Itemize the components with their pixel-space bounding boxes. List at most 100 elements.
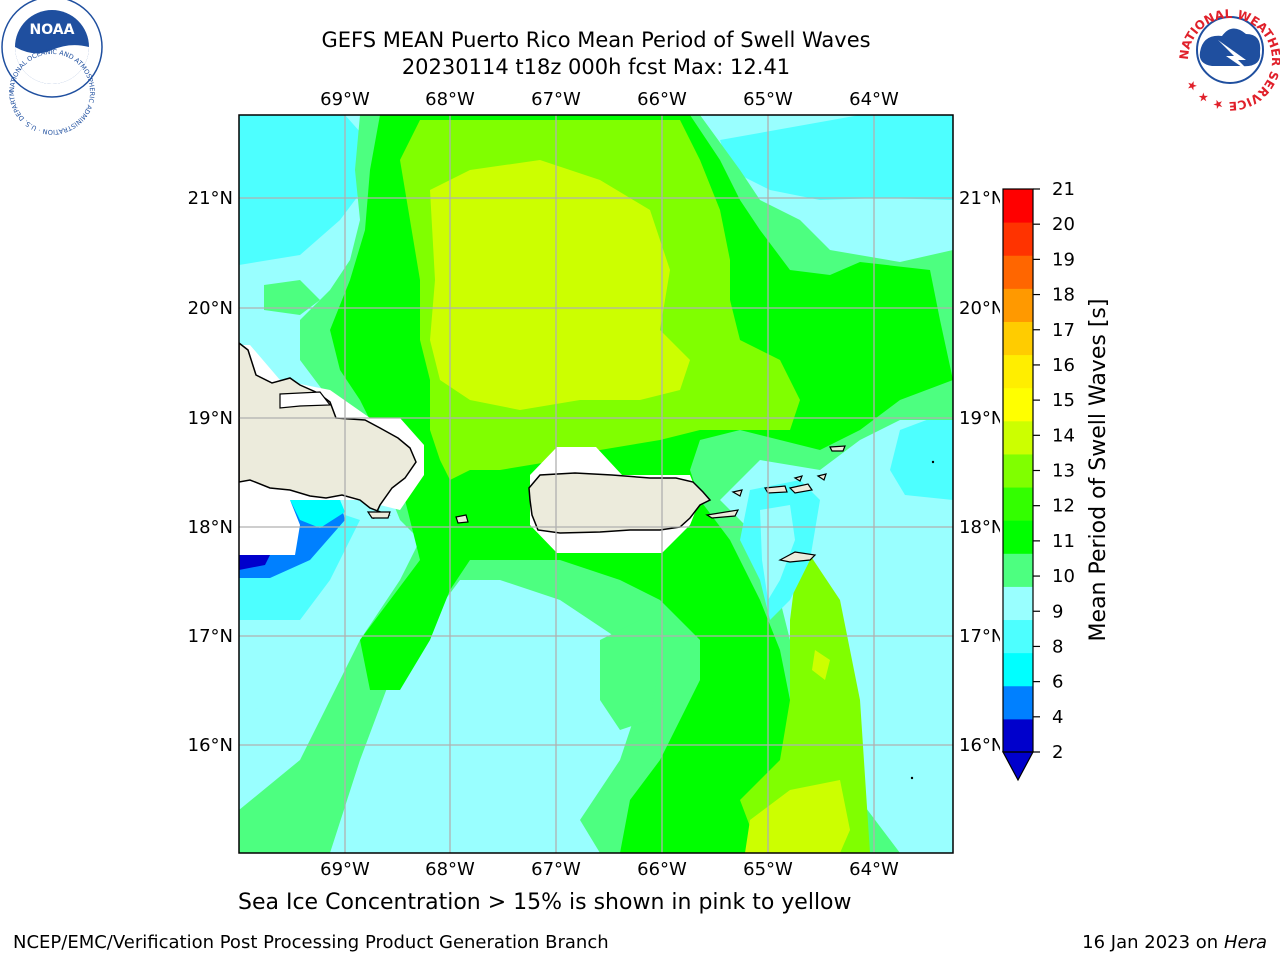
colorbar-under-arrow: [1001, 751, 1035, 782]
field-13-12s: [812, 650, 830, 680]
graticule: [239, 115, 953, 853]
colorbar-swatch: [1003, 718, 1033, 753]
colorbar-tick-label: 2: [1052, 742, 1063, 763]
colorbar-swatch: [1003, 652, 1033, 687]
colorbar-tick-label: 21: [1052, 179, 1075, 200]
lat-label: 18°N: [188, 517, 233, 538]
colorbar-swatch: [1003, 520, 1033, 554]
colorbar-swatch: [1003, 685, 1033, 720]
credit-text: NCEP/EMC/Verification Post Processing Pr…: [13, 932, 609, 953]
lon-label: 66°W: [637, 89, 687, 110]
anegada-island: [829, 445, 846, 452]
field-8-6s: [239, 115, 385, 265]
colorbar-swatch: [1003, 387, 1033, 422]
lon-labels-bottom: 69°W 68°W 67°W 66°W 65°W 64°W: [320, 859, 899, 880]
lon-label: 68°W: [425, 859, 475, 880]
st-croix-island: [778, 551, 817, 563]
virgin-gorda-island: [816, 473, 827, 481]
lat-label: 21°N: [959, 188, 1004, 209]
colorbar-tick-label: 20: [1052, 214, 1075, 235]
hispaniola-land: [239, 342, 417, 520]
lon-labels-top: 69°W 68°W 67°W 66°W 65°W 64°W: [320, 89, 899, 110]
colorbar-tick-label: 14: [1052, 425, 1075, 446]
colorbar-tick-label: 17: [1052, 320, 1075, 341]
jost-island: [793, 475, 804, 482]
colorbar-frame: [1002, 188, 1034, 753]
machine-name: Hera: [1223, 932, 1267, 953]
date-text: 16 Jan 2023 on Hera: [1082, 932, 1267, 953]
colorbar-swatch: [1003, 189, 1033, 223]
lon-label: 68°W: [425, 89, 475, 110]
colorbar-swatch: [1003, 321, 1033, 356]
lat-label: 20°N: [959, 298, 1004, 319]
colorbar-swatch: [1003, 553, 1033, 587]
colorbar-swatch: [1003, 255, 1033, 289]
lat-labels-right: 21°N 20°N 19°N 18°N 17°N 16°N: [959, 188, 1004, 756]
colorbar-swatches: [1003, 189, 1033, 753]
colorbar-swatch: [1003, 354, 1033, 389]
puerto-rico-land: [528, 472, 712, 534]
colorbar-tick-label: 16: [1052, 355, 1075, 376]
lat-label: 20°N: [188, 298, 233, 319]
noaa-logo-text: NOAA: [30, 22, 75, 38]
colorbar-tick-label: 11: [1052, 531, 1075, 552]
lon-label: 67°W: [531, 89, 581, 110]
lat-label: 16°N: [188, 735, 233, 756]
field-10-9s: [264, 280, 320, 315]
field-under-2s: [239, 555, 270, 570]
field-9-8s: [239, 620, 330, 720]
gonave-bay: [279, 391, 332, 409]
field-10-9s: [600, 620, 660, 730]
colorbar-swatch: [1003, 288, 1033, 322]
lat-label: 18°N: [959, 517, 1004, 538]
colorbar-tick-label: 18: [1052, 285, 1075, 306]
colorbar-tick-label: 4: [1052, 707, 1063, 728]
field-8-6s: [890, 410, 953, 500]
tortola-island: [788, 483, 814, 494]
field-9-8s: [760, 505, 795, 600]
colorbar-swatch: [1003, 222, 1033, 256]
colorbar-swatch: [1003, 586, 1033, 621]
nws-cloud-icon: [1199, 28, 1261, 67]
colorbar-tick-label: 15: [1052, 390, 1075, 411]
mona-island: [455, 514, 469, 524]
lat-label: 16°N: [959, 735, 1004, 756]
chart-subtitle: 20230114 t18z 000h fcst Max: 12.41: [401, 55, 791, 79]
lon-label: 65°W: [743, 89, 793, 110]
map-frame: [238, 114, 954, 854]
colorbar-tick-label: 9: [1052, 601, 1063, 622]
colorbar-label: Mean Period of Swell Waves [s]: [1086, 299, 1111, 642]
lat-labels-left: 21°N 20°N 19°N 18°N 17°N 16°N: [188, 188, 233, 756]
lon-label: 67°W: [531, 859, 581, 880]
lat-label: 19°N: [959, 408, 1004, 429]
nws-logo: NATIONAL WEATHER SERVICE ★ ★ ★: [1177, 2, 1280, 113]
lon-label: 64°W: [849, 89, 899, 110]
field-9-8s: [930, 790, 953, 853]
vieques-island: [705, 509, 740, 519]
noaa-logo: NOAA NATIONAL OCEANIC AND ATMOSPHERIC AD…: [0, 0, 103, 136]
field-8-6s: [720, 115, 953, 200]
aves-island: [910, 776, 914, 780]
colorbar-tick-label: 10: [1052, 566, 1075, 587]
lat-label: 17°N: [959, 626, 1004, 647]
lat-label: 19°N: [188, 408, 233, 429]
nws-lightning-icon: [1218, 40, 1252, 74]
colorbar-tick-label: 12: [1052, 496, 1075, 517]
saona-island: [366, 511, 391, 519]
colorbar-tick-label: 13: [1052, 461, 1075, 482]
colorbar-swatch: [1003, 619, 1033, 654]
colorbar-tick-label: 19: [1052, 249, 1075, 270]
field-13-12s: [745, 780, 850, 853]
colorbar-swatch: [1003, 453, 1033, 488]
colorbar-swatch: [1003, 487, 1033, 521]
field-6-4s: [290, 500, 345, 528]
chart-title: GEFS MEAN Puerto Rico Mean Period of Swe…: [321, 28, 871, 52]
culebra-island: [731, 489, 743, 497]
lon-label: 69°W: [320, 859, 370, 880]
coastlines: [239, 342, 935, 780]
sombrero-island: [931, 460, 935, 464]
colorbar-tick-label: 6: [1052, 672, 1063, 693]
colorbar-tick-label: 8: [1052, 636, 1063, 657]
st-thomas-island: [763, 485, 788, 494]
